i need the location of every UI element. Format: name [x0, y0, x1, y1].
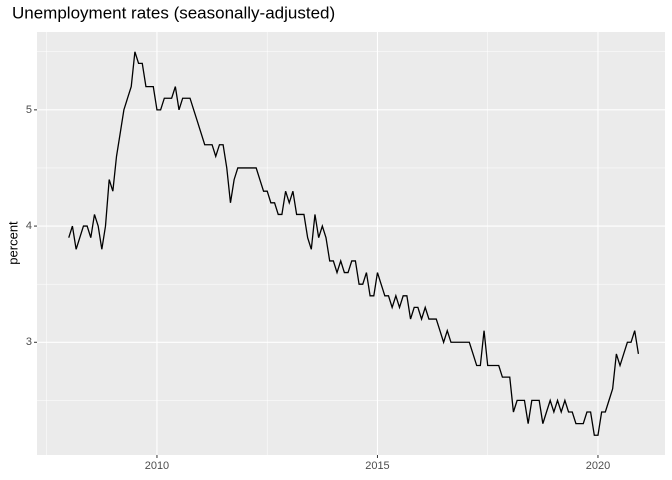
- panel: [37, 32, 665, 455]
- y-tick-label: 5: [26, 104, 32, 116]
- x-tick-label: 2015: [365, 460, 389, 472]
- chart-title: Unemployment rates (seasonally-adjusted): [12, 3, 335, 22]
- data-line: [68, 51, 640, 436]
- x-tick-label: 2010: [145, 460, 169, 472]
- x-tick-label: 2020: [586, 460, 610, 472]
- y-axis-label: percent: [5, 221, 20, 265]
- y-tick-label: 4: [26, 220, 32, 232]
- y-tick-label: 3: [26, 336, 32, 348]
